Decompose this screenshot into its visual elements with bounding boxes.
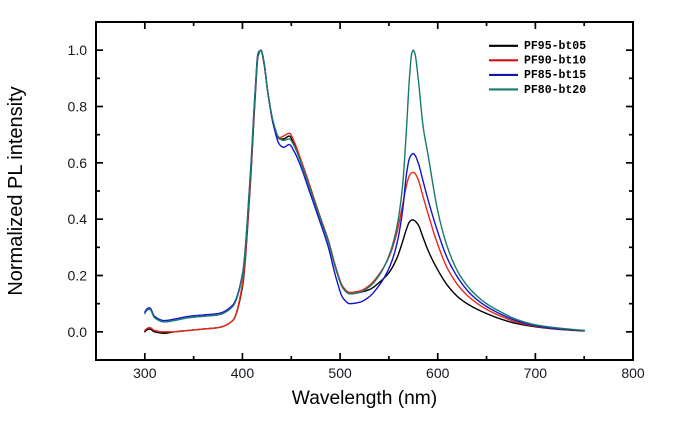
svg-text:400: 400 [231,365,255,381]
svg-text:600: 600 [426,365,450,381]
svg-text:0.8: 0.8 [68,99,88,115]
svg-text:0.4: 0.4 [68,211,88,227]
svg-text:PF80-bt20: PF80-bt20 [524,84,586,97]
svg-text:PF95-bt05: PF95-bt05 [524,40,586,53]
svg-text:1.0: 1.0 [68,42,88,58]
svg-text:0.2: 0.2 [68,268,88,284]
svg-text:500: 500 [328,365,352,381]
svg-text:Normalized PL intensity: Normalized PL intensity [5,86,27,295]
svg-text:700: 700 [524,365,548,381]
svg-text:300: 300 [133,365,157,381]
svg-text:800: 800 [621,365,645,381]
svg-text:Wavelength (nm): Wavelength (nm) [292,388,437,409]
svg-text:0.0: 0.0 [68,324,88,340]
svg-text:PF85-bt15: PF85-bt15 [524,69,586,82]
svg-text:PF90-bt10: PF90-bt10 [524,55,586,68]
svg-text:0.6: 0.6 [68,155,88,171]
